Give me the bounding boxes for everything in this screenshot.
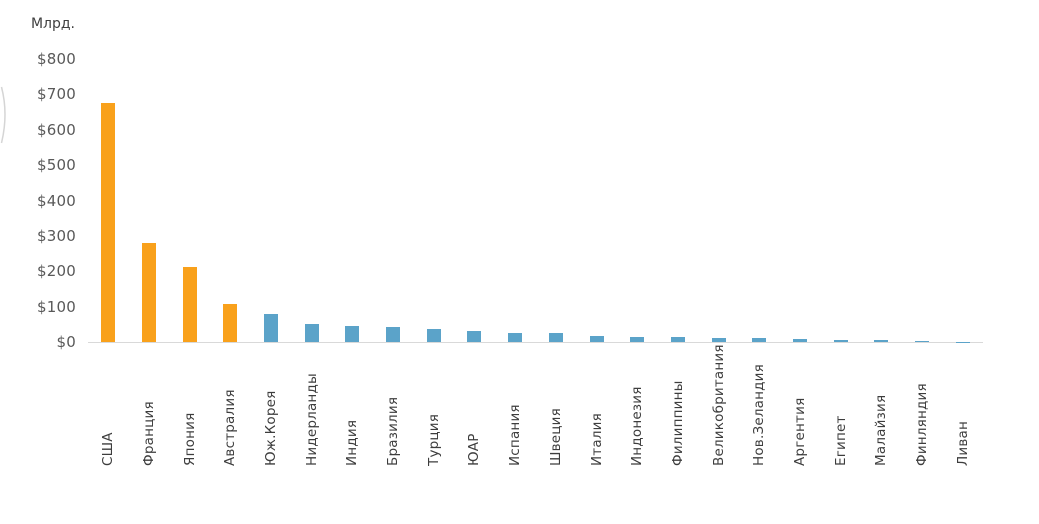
chart-bar bbox=[711, 338, 726, 342]
chart-bar bbox=[548, 333, 563, 342]
chart-bar bbox=[833, 339, 848, 342]
x-axis-category-label: Австралия bbox=[222, 389, 239, 466]
x-axis-category-label: Нов.Зеландия bbox=[751, 364, 768, 466]
chart-bar bbox=[223, 304, 238, 342]
chart-bar bbox=[182, 267, 197, 342]
x-axis-category-label: Бразилия bbox=[385, 396, 402, 466]
x-axis-category-label: Аргентия bbox=[791, 397, 808, 466]
x-axis-category-label: Швеция bbox=[547, 408, 564, 466]
x-axis-category-label: Великобритания bbox=[710, 344, 727, 466]
y-axis-tick-label: $100 bbox=[37, 297, 76, 316]
chart-bar bbox=[345, 325, 360, 342]
edge-artifact bbox=[0, 86, 6, 144]
chart-bar bbox=[914, 340, 929, 342]
y-axis-tick-label: $600 bbox=[37, 120, 76, 139]
chart-bar bbox=[792, 339, 807, 342]
chart-bar bbox=[508, 332, 523, 342]
x-axis-line bbox=[88, 342, 983, 343]
x-axis-category-label: Турция bbox=[425, 413, 442, 466]
x-axis-category-label: Индия bbox=[344, 419, 361, 466]
x-axis-category-label: Ливан bbox=[954, 421, 971, 466]
chart-bar bbox=[426, 328, 441, 342]
y-axis-title: Млрд. bbox=[30, 16, 75, 32]
x-axis-category-label: Франция bbox=[141, 401, 158, 466]
y-axis-tick-label: $200 bbox=[37, 262, 76, 281]
chart-bar bbox=[630, 336, 645, 342]
chart-bar bbox=[589, 335, 604, 342]
chart-bar bbox=[264, 314, 279, 342]
chart-bar bbox=[467, 330, 482, 342]
chart-bar bbox=[386, 327, 401, 342]
x-axis-category-label: Нидерланды bbox=[303, 373, 320, 466]
y-axis-tick-label: $400 bbox=[37, 191, 76, 210]
x-axis-category-label: Египет bbox=[832, 415, 849, 466]
x-axis-category-label: Япония bbox=[181, 412, 198, 466]
chart-bar bbox=[670, 337, 685, 342]
chart-bar bbox=[101, 103, 116, 342]
y-axis-tick-label: $300 bbox=[37, 226, 76, 245]
x-axis-category-label: Италия bbox=[588, 413, 605, 466]
x-axis-category-label: Юж.Корея bbox=[263, 390, 280, 466]
x-axis-category-label: Индонезия bbox=[629, 386, 646, 466]
x-axis-category-label: ЮАР bbox=[466, 433, 483, 466]
y-axis-tick-label: $0 bbox=[56, 333, 76, 351]
x-axis-category-label: Малайзия bbox=[873, 394, 890, 466]
x-axis-category-label: США bbox=[100, 432, 117, 466]
y-axis-tick-label: $700 bbox=[37, 85, 76, 104]
x-axis-category-label: Испания bbox=[507, 404, 524, 466]
chart-bar bbox=[874, 340, 889, 342]
chart-bar bbox=[752, 338, 767, 342]
chart-bar bbox=[304, 323, 319, 342]
chart-bar bbox=[142, 242, 157, 342]
y-axis-tick-label: $500 bbox=[37, 156, 76, 175]
x-axis-category-label: Финляндия bbox=[913, 383, 930, 466]
x-axis-category-label: Филиппины bbox=[669, 380, 686, 466]
y-axis-tick-label: $800 bbox=[37, 50, 76, 68]
